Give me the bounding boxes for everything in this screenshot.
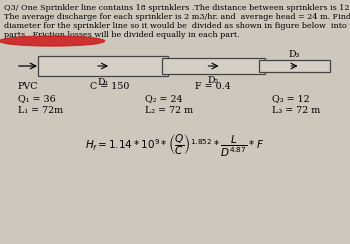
Text: parts . Friction losses will be divided equally in each part.: parts . Friction losses will be divided … (4, 31, 240, 39)
Text: $H_f = 1.14 * 10^9 * \left(\dfrac{Q}{C}\right)^{1.852} * \dfrac{L}{D^{4.87}} * F: $H_f = 1.14 * 10^9 * \left(\dfrac{Q}{C}\… (85, 132, 265, 159)
Text: diameter for the sprinkler line so it would be  divided as shown in figure below: diameter for the sprinkler line so it wo… (4, 22, 350, 30)
Bar (259, 60, 330, 72)
Text: D₃: D₃ (289, 50, 300, 59)
Text: L₁ = 72m: L₁ = 72m (18, 106, 63, 115)
Bar (162, 58, 265, 74)
Text: L₃ = 72 m: L₃ = 72 m (272, 106, 320, 115)
Text: L₂ = 72 m: L₂ = 72 m (145, 106, 193, 115)
Text: Q₂ = 24: Q₂ = 24 (145, 94, 182, 103)
Text: C = 150: C = 150 (90, 82, 130, 91)
Ellipse shape (0, 36, 105, 46)
Text: Q3/ One Sprinkler line contains 18 sprinklers .The distance between sprinklers i: Q3/ One Sprinkler line contains 18 sprin… (4, 4, 350, 12)
Text: D₁: D₁ (97, 78, 108, 87)
Text: F = 0.4: F = 0.4 (195, 82, 231, 91)
Text: D₂: D₂ (208, 76, 219, 85)
Text: Q₁ = 36: Q₁ = 36 (18, 94, 56, 103)
Text: Q₃ = 12: Q₃ = 12 (272, 94, 310, 103)
Text: The average discharge for each sprinkler is 2 m3/hr. and  average head = 24 m. F: The average discharge for each sprinkler… (4, 13, 350, 21)
Text: PVC: PVC (18, 82, 38, 91)
Bar (38, 56, 168, 76)
